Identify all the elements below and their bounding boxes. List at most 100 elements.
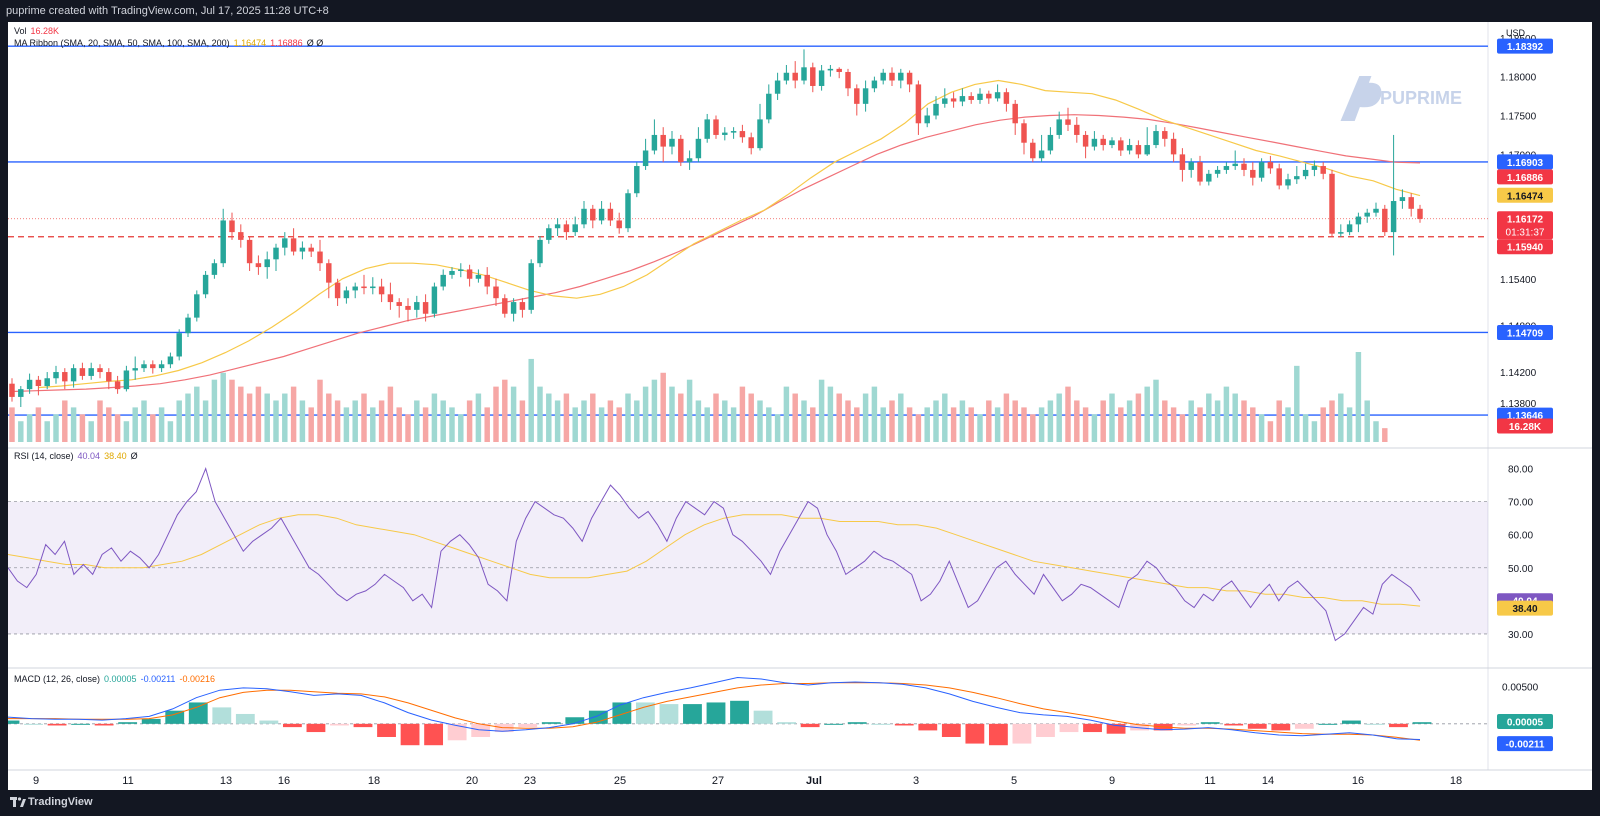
volume-bar: [933, 400, 939, 442]
price-label: 1.14709: [1507, 328, 1544, 339]
volume-bar: [440, 400, 446, 442]
candle-body: [1074, 124, 1080, 135]
volume-bar: [1082, 407, 1089, 442]
candle-body: [62, 372, 68, 382]
volume-bar: [194, 386, 200, 442]
macd-legend-value-1: 0.00005: [104, 674, 137, 684]
candle-body: [466, 269, 473, 279]
sma-20-line: [37, 79, 1421, 389]
volume-bar: [1382, 428, 1388, 442]
volume-bar: [572, 407, 578, 442]
time-axis-tick: 3: [913, 775, 919, 787]
volume-bar: [26, 414, 33, 442]
price-axis-tick: 1.13800: [1500, 399, 1537, 410]
candle-body: [132, 368, 138, 371]
candle-body: [326, 263, 332, 283]
price-label-bg: [1497, 239, 1553, 255]
candle-body: [889, 72, 895, 81]
candle-body: [1364, 212, 1370, 217]
chart-svg[interactable]: 1.185001.180001.175001.170001.165001.160…: [8, 22, 1592, 790]
volume-bar: [528, 358, 534, 442]
volume-bar: [554, 400, 561, 442]
volume-bar: [1267, 421, 1274, 442]
candle-body: [1346, 224, 1353, 233]
volume-bar: [845, 400, 851, 442]
candle-body: [150, 364, 156, 369]
candle-body: [414, 302, 420, 310]
chart-frame[interactable]: 1.185001.180001.175001.170001.165001.160…: [8, 22, 1592, 790]
candle-body: [1003, 92, 1010, 104]
macd-histogram-bar: [1200, 722, 1220, 724]
volume-bar: [986, 400, 992, 442]
candle-body: [387, 294, 394, 303]
volume-bar: [53, 414, 59, 442]
volume-bar: [158, 407, 165, 442]
candle-body: [1082, 134, 1089, 147]
candle-body: [783, 72, 790, 81]
macd-histogram-bar: [141, 718, 161, 724]
ma-ribbon-legend: MA Ribbon (SMA, 20, SMA, 50, SMA, 100, S…: [14, 38, 323, 48]
candle-body: [264, 259, 270, 268]
candle-body: [396, 302, 402, 306]
candle-body: [141, 364, 147, 369]
volume-bar: [1355, 352, 1362, 442]
candle-body: [458, 269, 464, 271]
volume-bar: [167, 421, 174, 442]
time-axis-tick: 11: [1204, 775, 1215, 787]
candle-body: [273, 247, 279, 260]
volume-bar: [889, 400, 895, 442]
macd-legend-label: MACD (12, 26, close): [14, 674, 101, 684]
candle-body: [158, 364, 165, 369]
candle-body: [1382, 208, 1388, 233]
volume-bar: [730, 407, 737, 442]
macd-histogram-bar: [800, 723, 820, 728]
time-axis-tick: 16: [1352, 775, 1364, 787]
volume-bar: [898, 393, 904, 442]
candle-body: [334, 282, 341, 299]
rsi-legend-value-1: 40.04: [77, 451, 101, 461]
candle-body: [123, 370, 130, 390]
candle-body: [1285, 179, 1291, 186]
volume-bar: [1250, 407, 1256, 442]
macd-legend: MACD (12, 26, close) 0.00005 -0.00211 -0.00…: [14, 674, 215, 684]
volume-bar: [1135, 393, 1142, 442]
macd-histogram-bar: [847, 722, 867, 724]
volume-bar: [246, 393, 253, 442]
volume-bar: [449, 407, 455, 442]
volume-bar: [968, 407, 974, 442]
volume-bar: [466, 400, 473, 442]
price-label: 1.16886: [1507, 173, 1544, 184]
candle-body: [220, 220, 226, 264]
candle-body: [88, 368, 94, 376]
candle-body: [572, 224, 578, 233]
volume-legend-label: Vol: [14, 26, 27, 36]
candle-body: [942, 98, 948, 104]
volume-bar: [317, 379, 323, 442]
volume-bar: [827, 386, 834, 442]
macd-histogram-bar: [894, 723, 914, 726]
volume-bar: [282, 393, 288, 442]
macd-pane: [8, 676, 1488, 746]
candle-body: [1038, 150, 1045, 159]
candle-body: [211, 263, 218, 275]
candle-body: [704, 119, 710, 139]
time-axis-tick: 14: [1262, 775, 1274, 787]
tradingview-logo-icon: [10, 797, 26, 807]
price-label-bg: [1497, 38, 1553, 54]
footer-bar: TradingView: [0, 790, 1600, 816]
volume-bar: [1276, 400, 1282, 442]
volume-bars: [9, 352, 1388, 442]
rsi-axis-tick: 30.00: [1508, 630, 1533, 641]
candle-body: [1214, 169, 1221, 174]
volume-bar: [906, 407, 913, 442]
volume-bar: [783, 386, 790, 442]
candle-body: [361, 286, 367, 289]
macd-histogram-bar: [706, 702, 726, 724]
volume-bar: [370, 407, 376, 442]
candle-body: [510, 302, 517, 314]
macd-histogram-bar: [1106, 723, 1126, 734]
candle-body: [528, 263, 534, 310]
macd-value-label: 0.00005: [1507, 717, 1544, 728]
candle-body: [634, 166, 640, 194]
volume-bar: [563, 393, 570, 442]
